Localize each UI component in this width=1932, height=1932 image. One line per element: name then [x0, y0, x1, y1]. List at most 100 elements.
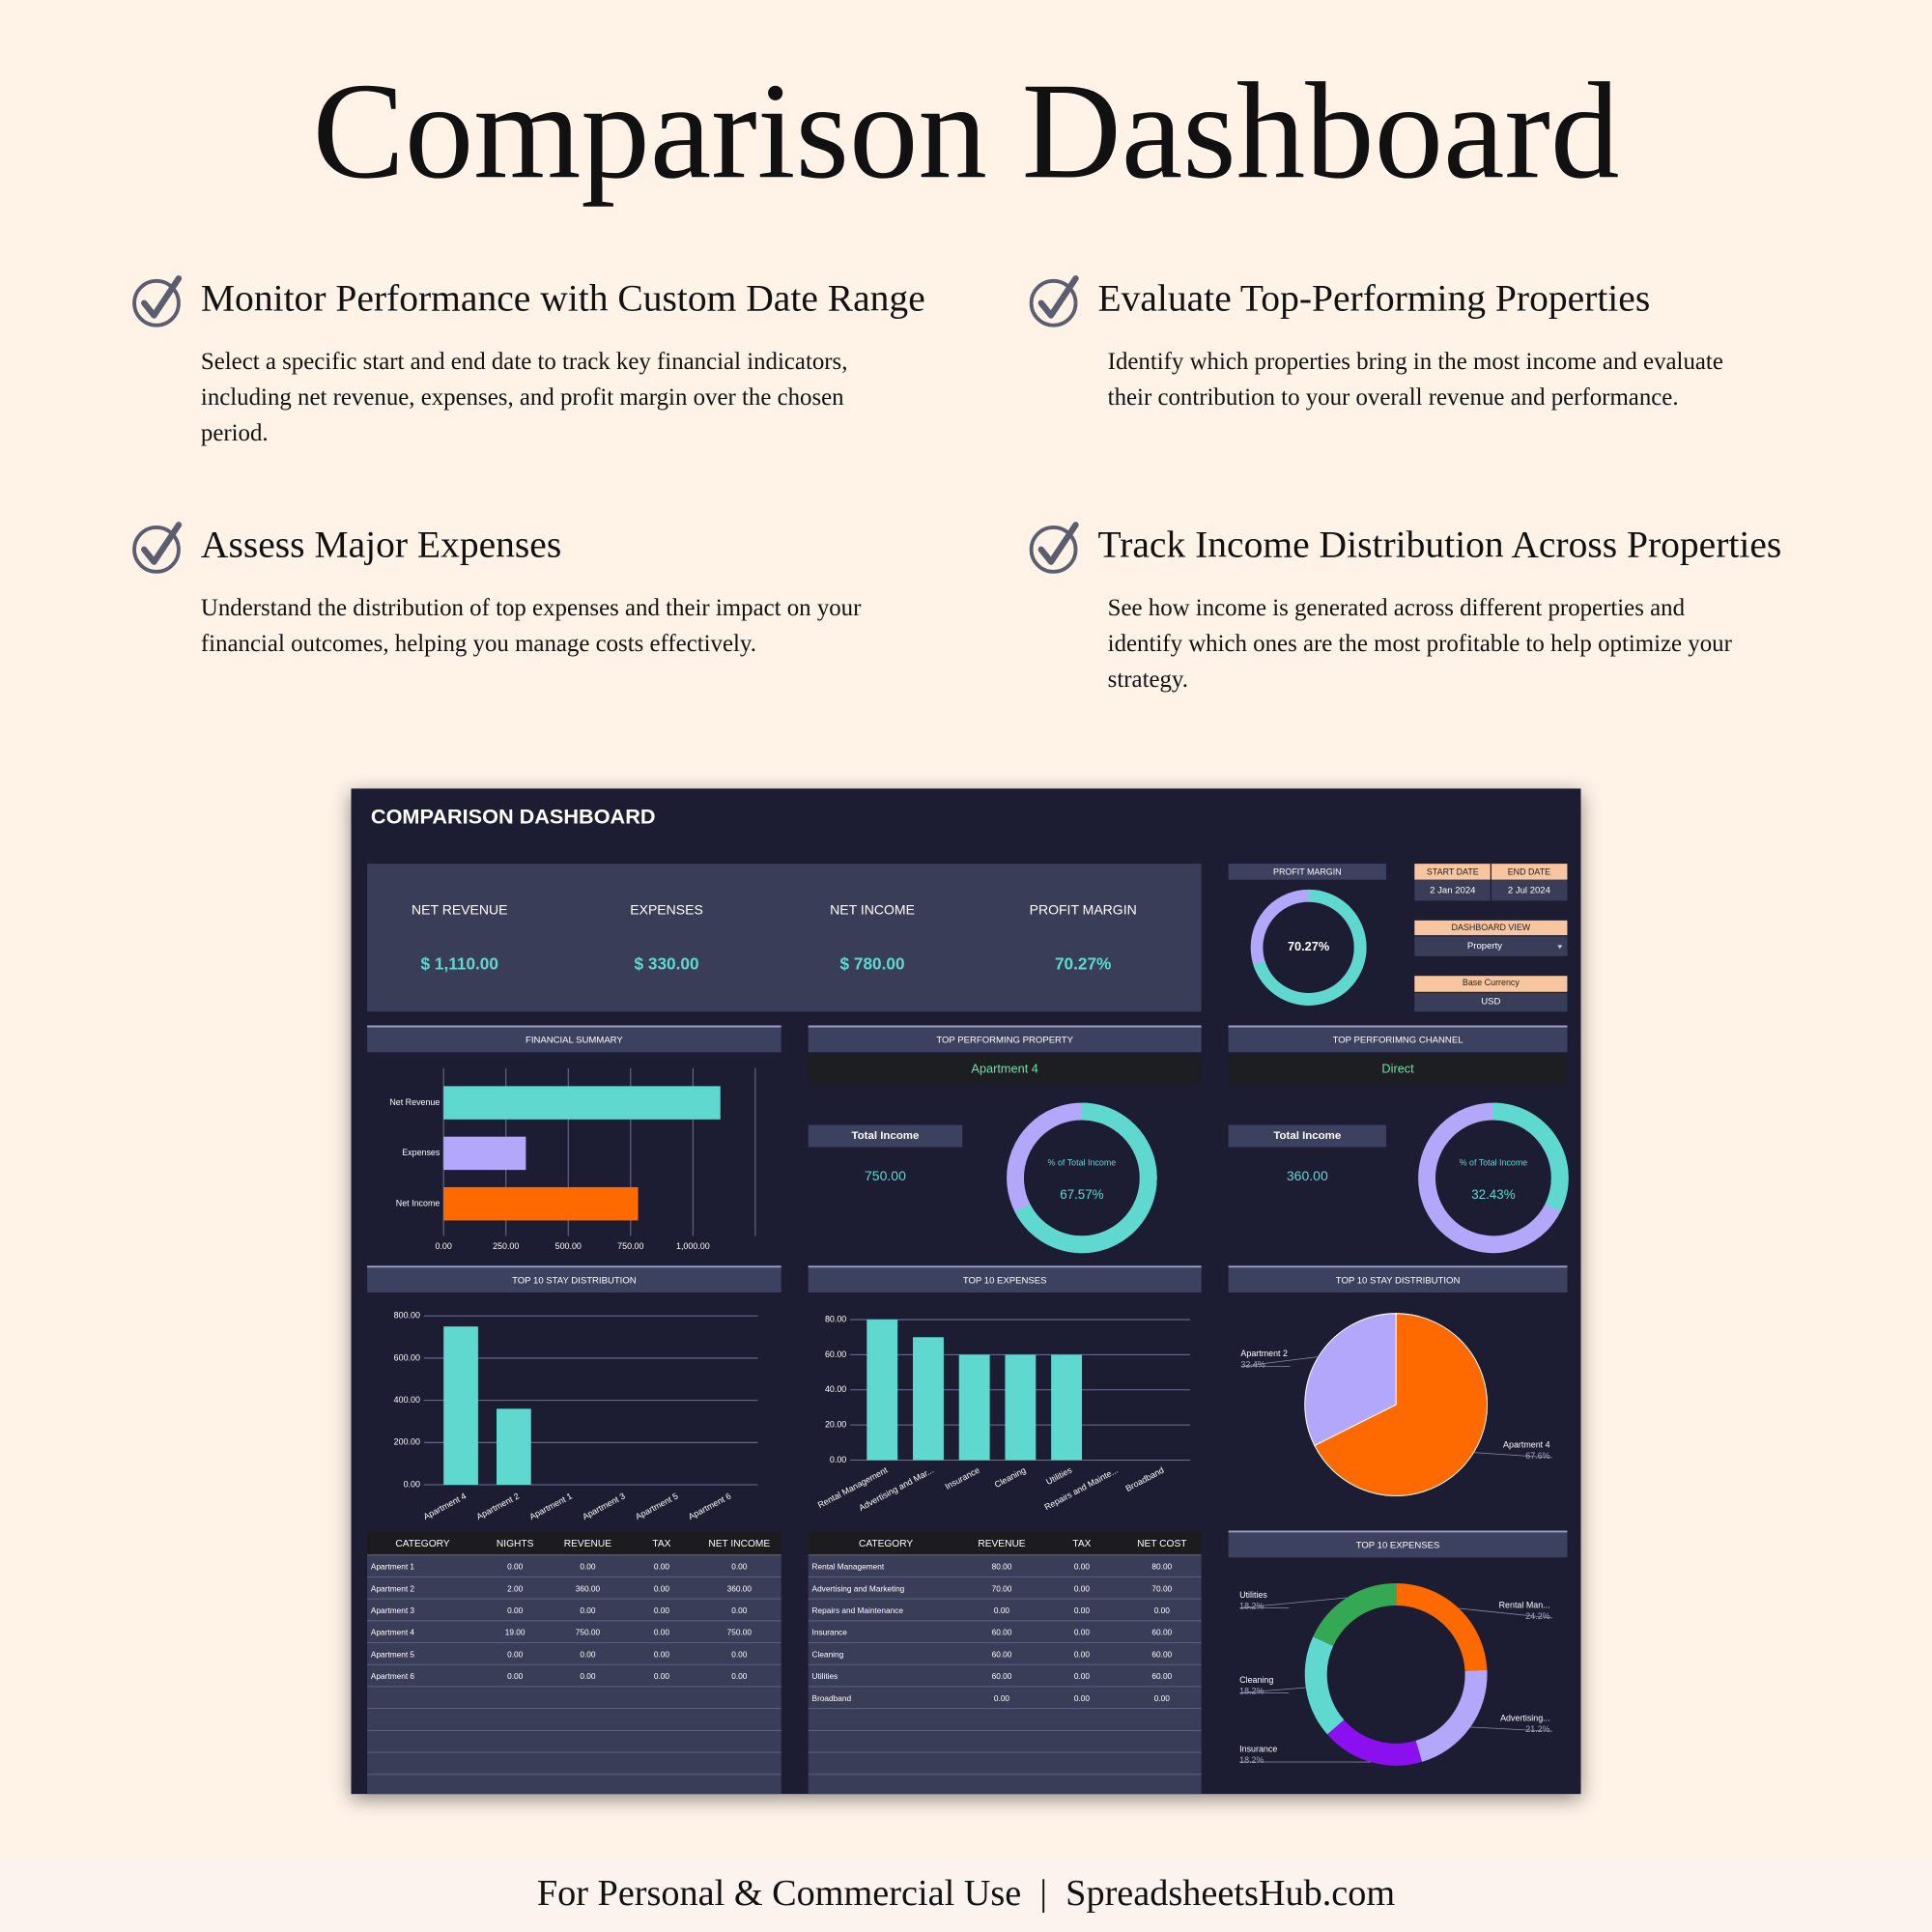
slice-label: Insurance: [1239, 1745, 1277, 1754]
section-title: TOP PERFORMING PROPERTY: [936, 1036, 1073, 1046]
slice-label: Rental Man...: [1499, 1600, 1550, 1609]
table-cell: 60.00: [1151, 1649, 1172, 1659]
donut-segment: [1304, 1636, 1345, 1735]
slice-label: Cleaning: [1239, 1675, 1273, 1685]
section-header: [1228, 1266, 1568, 1293]
section-title: FINANCIAL SUMMARY: [526, 1036, 623, 1046]
table-cell: 360.00: [727, 1583, 753, 1593]
table-cell: 60.00: [992, 1671, 1012, 1681]
kpi-label: EXPENSES: [630, 901, 703, 917]
table-cell: 0.00: [731, 1649, 748, 1659]
section-title: TOP 10 STAY DISTRIBUTION: [1336, 1275, 1461, 1286]
table-cell: 70.00: [992, 1583, 1012, 1593]
ring-caption: % of Total Income: [1048, 1157, 1117, 1167]
table-cell: 0.00: [1074, 1562, 1091, 1572]
bar: [497, 1408, 531, 1485]
y-tick-label: 0.00: [830, 1455, 846, 1464]
column-header: CATEGORY: [859, 1539, 913, 1549]
table-cell: 0.00: [654, 1649, 670, 1659]
table-cell: 60.00: [992, 1628, 1012, 1637]
table-cell: 0.00: [507, 1671, 524, 1681]
highlight-name: Apartment 4: [971, 1062, 1037, 1076]
table-body: [808, 1554, 1202, 1795]
y-tick-label: 40.00: [825, 1384, 846, 1394]
section-title: PROFIT MARGIN: [1273, 867, 1342, 876]
table-cell: 0.00: [507, 1562, 524, 1572]
table-cell: 360.00: [576, 1583, 601, 1593]
section-header: [367, 1266, 781, 1293]
y-tick-label: 20.00: [825, 1419, 846, 1429]
feature-text: Understand the distribution of top expen…: [201, 595, 862, 621]
table-cell: 0.00: [1074, 1583, 1091, 1593]
section-header: [808, 1266, 1202, 1293]
donut-segment: [1326, 1719, 1423, 1766]
ring-arc: [1014, 1102, 1157, 1254]
table-cell: 0.00: [1154, 1693, 1171, 1703]
y-tick-label: Net Revenue: [389, 1097, 440, 1107]
slice-value: 32.4%: [1240, 1360, 1264, 1370]
feature-title: Evaluate Top-Performing Properties: [1097, 277, 1650, 320]
column-header: NET COST: [1137, 1539, 1186, 1549]
slice-label: Utilities: [1239, 1590, 1267, 1600]
slice-label: Apartment 4: [1503, 1440, 1550, 1450]
table-cell: 0.00: [654, 1628, 670, 1637]
section-title: TOP 10 EXPENSES: [963, 1275, 1047, 1286]
table-cell: 0.00: [1074, 1649, 1091, 1659]
table-body: [367, 1554, 781, 1795]
total-value: 750.00: [865, 1168, 906, 1183]
table-cell: 750.00: [576, 1628, 601, 1637]
table-cell: Apartment 6: [371, 1671, 415, 1681]
x-tick-label: 250.00: [493, 1241, 519, 1251]
table-cell: 0.00: [580, 1562, 596, 1572]
slice-value: 18.2%: [1239, 1602, 1264, 1611]
table-cell: 0.00: [731, 1605, 748, 1615]
bar: [913, 1337, 944, 1461]
y-tick-label: Net Income: [396, 1199, 440, 1208]
view-label: DASHBOARD VIEW: [1452, 923, 1531, 932]
bar: [443, 1086, 721, 1120]
leader-line: [1459, 1607, 1553, 1619]
x-tick-label: 750.00: [617, 1241, 643, 1251]
section-header: [367, 1026, 781, 1053]
kpi-label: PROFIT MARGIN: [1030, 901, 1137, 917]
column-header: NET INCOME: [708, 1539, 770, 1549]
section-header: [808, 1026, 1202, 1053]
highlight-bar: [808, 1054, 1202, 1085]
total-value: 360.00: [1287, 1168, 1328, 1183]
column-header: CATEGORY: [395, 1539, 449, 1549]
table-cell: 0.00: [731, 1562, 748, 1572]
table-cell: 0.00: [654, 1562, 670, 1572]
view-dropdown[interactable]: [1414, 936, 1568, 956]
section-title: TOP PERFORIMNG CHANNEL: [1333, 1036, 1463, 1046]
feature-text: Identify which properties bring in the m…: [1108, 349, 1723, 375]
bar: [867, 1320, 898, 1461]
slice-value: 18.2%: [1239, 1755, 1264, 1765]
bar: [958, 1354, 990, 1461]
leader-line: [1473, 1452, 1553, 1459]
table-header: [808, 1531, 1202, 1555]
feature-text: See how income is generated across diffe…: [1108, 595, 1686, 621]
table-cell: 80.00: [1151, 1562, 1172, 1572]
column-header: TAX: [1072, 1539, 1091, 1549]
view-header: [1414, 920, 1568, 936]
slice-value: 24.2%: [1525, 1611, 1549, 1621]
date-label: START DATE: [1427, 867, 1479, 876]
feature-text: Select a specific start and end date to …: [201, 349, 848, 375]
table-cell: 80.00: [992, 1562, 1012, 1572]
table-cell: 0.00: [580, 1649, 596, 1659]
footer-text: For Personal & Commercial Use | Spreadsh…: [537, 1873, 1396, 1914]
bar: [1051, 1354, 1083, 1461]
feature-text: financial outcomes, helping you manage c…: [201, 631, 756, 657]
x-tick-label: 500.00: [555, 1241, 582, 1251]
check-mark: [141, 275, 183, 319]
table-cell: 0.00: [1154, 1605, 1171, 1615]
section-title: TOP 10 EXPENSES: [1356, 1541, 1440, 1551]
table-cell: Rental Management: [812, 1562, 885, 1572]
feature-text: identify which ones are the most profita…: [1108, 631, 1733, 657]
kpi-value: $ 780.00: [840, 953, 905, 973]
leader-line: [1240, 1356, 1319, 1367]
table-header: [367, 1531, 781, 1555]
slice-value: 18.2%: [1239, 1687, 1264, 1696]
